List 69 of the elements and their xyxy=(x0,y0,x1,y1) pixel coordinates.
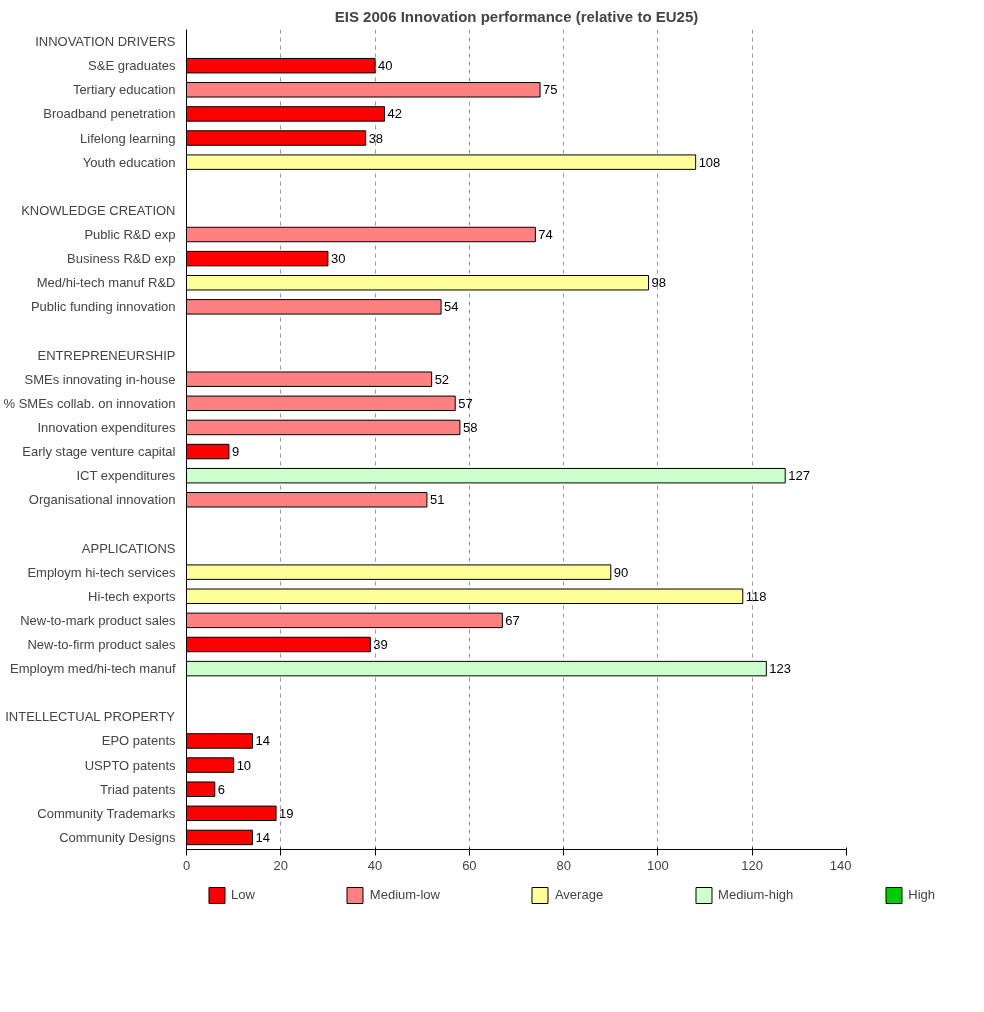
data-label: 14 xyxy=(255,733,270,749)
data-label: 67 xyxy=(505,612,520,628)
data-label: 40 xyxy=(378,58,393,74)
data-label: 54 xyxy=(444,299,459,315)
data-label: 51 xyxy=(429,492,445,508)
y-tick-label: Hi-tech exports xyxy=(88,588,176,604)
y-tick-label: Public R&D exp xyxy=(84,227,176,242)
y-tick-label: ICT expenditures xyxy=(76,468,176,484)
data-label: 52 xyxy=(434,371,450,387)
y-tick-label: Med/hi-tech manuf R&D xyxy=(36,275,176,291)
legend-label: Medium-high xyxy=(718,887,794,902)
y-tick-label: Youth education xyxy=(82,154,176,170)
y-tick-label: Organisational innovation xyxy=(28,492,176,508)
x-tick-label: 140 xyxy=(829,857,852,873)
y-tick-label: % SMEs collab. on innovation xyxy=(3,395,176,411)
y-tick-label: S&E graduates xyxy=(88,58,176,74)
data-label: 6 xyxy=(217,781,226,797)
y-tick-label: Broadband penetration xyxy=(43,106,176,122)
y-tick-label: SMEs innovating in-house xyxy=(24,371,176,387)
data-label: 9 xyxy=(231,444,240,460)
y-tick-label: INNOVATION DRIVERS xyxy=(35,34,176,50)
data-label: 123 xyxy=(769,661,792,677)
legend-label: Medium-low xyxy=(369,887,440,902)
y-tick-label: KNOWLEDGE CREATION xyxy=(21,202,176,218)
y-tick-label: Lifelong learning xyxy=(80,130,176,146)
x-tick-label: 60 xyxy=(462,857,477,873)
legend-label: High xyxy=(908,887,936,902)
data-label: 30 xyxy=(330,251,346,267)
data-label: 90 xyxy=(613,564,629,580)
chart-title: EIS 2006 Innovation performance (relative to EU25) xyxy=(334,7,699,25)
data-label: 58 xyxy=(462,419,478,435)
y-tick-label: APPLICATIONS xyxy=(81,540,176,556)
data-label: 38 xyxy=(368,130,384,146)
data-label: 57 xyxy=(458,395,473,411)
data-label: 108 xyxy=(698,154,721,170)
y-tick-label: Employm hi-tech services xyxy=(27,564,176,580)
y-tick-label: ENTREPRENEURSHIP xyxy=(37,347,176,363)
y-tick-label: Community Designs xyxy=(59,829,176,845)
data-label: 127 xyxy=(788,468,810,484)
y-tick-label: Triad patents xyxy=(100,781,176,797)
x-tick-label: 100 xyxy=(647,857,669,873)
data-label: 39 xyxy=(373,637,388,652)
y-tick-label: Community Trademarks xyxy=(37,805,176,821)
data-label: 10 xyxy=(236,757,252,773)
data-label: 14 xyxy=(255,829,270,845)
x-tick-label: 40 xyxy=(367,857,383,873)
y-tick-label: Tertiary education xyxy=(72,82,176,98)
data-label: 19 xyxy=(279,805,294,821)
y-tick-label: New-to-mark product sales xyxy=(20,612,176,628)
y-tick-label: Public funding innovation xyxy=(30,299,176,315)
x-tick-label: 20 xyxy=(273,857,289,873)
y-tick-label: INTELLECTUAL PROPERTY xyxy=(5,709,176,725)
legend-label: Average xyxy=(554,887,604,902)
y-tick-label: Innovation expenditures xyxy=(37,419,176,435)
data-label: 75 xyxy=(543,82,558,98)
data-label: 98 xyxy=(651,275,666,291)
data-label: 74 xyxy=(538,227,553,242)
y-tick-label: New-to-firm product sales xyxy=(27,637,176,652)
x-tick-label: 80 xyxy=(556,857,571,873)
y-tick-label: Employm med/hi-tech manuf xyxy=(10,661,176,677)
y-tick-label: USPTO patents xyxy=(84,757,176,773)
legend-label: Low xyxy=(230,887,255,902)
data-label: 118 xyxy=(745,588,767,604)
y-tick-label: Business R&D exp xyxy=(67,251,176,267)
y-tick-label: Early stage venture capital xyxy=(22,444,176,460)
y-tick-label: EPO patents xyxy=(101,733,176,749)
data-label: 42 xyxy=(387,106,402,122)
x-tick-label: 120 xyxy=(741,857,764,873)
x-tick-label: 0 xyxy=(182,857,191,873)
